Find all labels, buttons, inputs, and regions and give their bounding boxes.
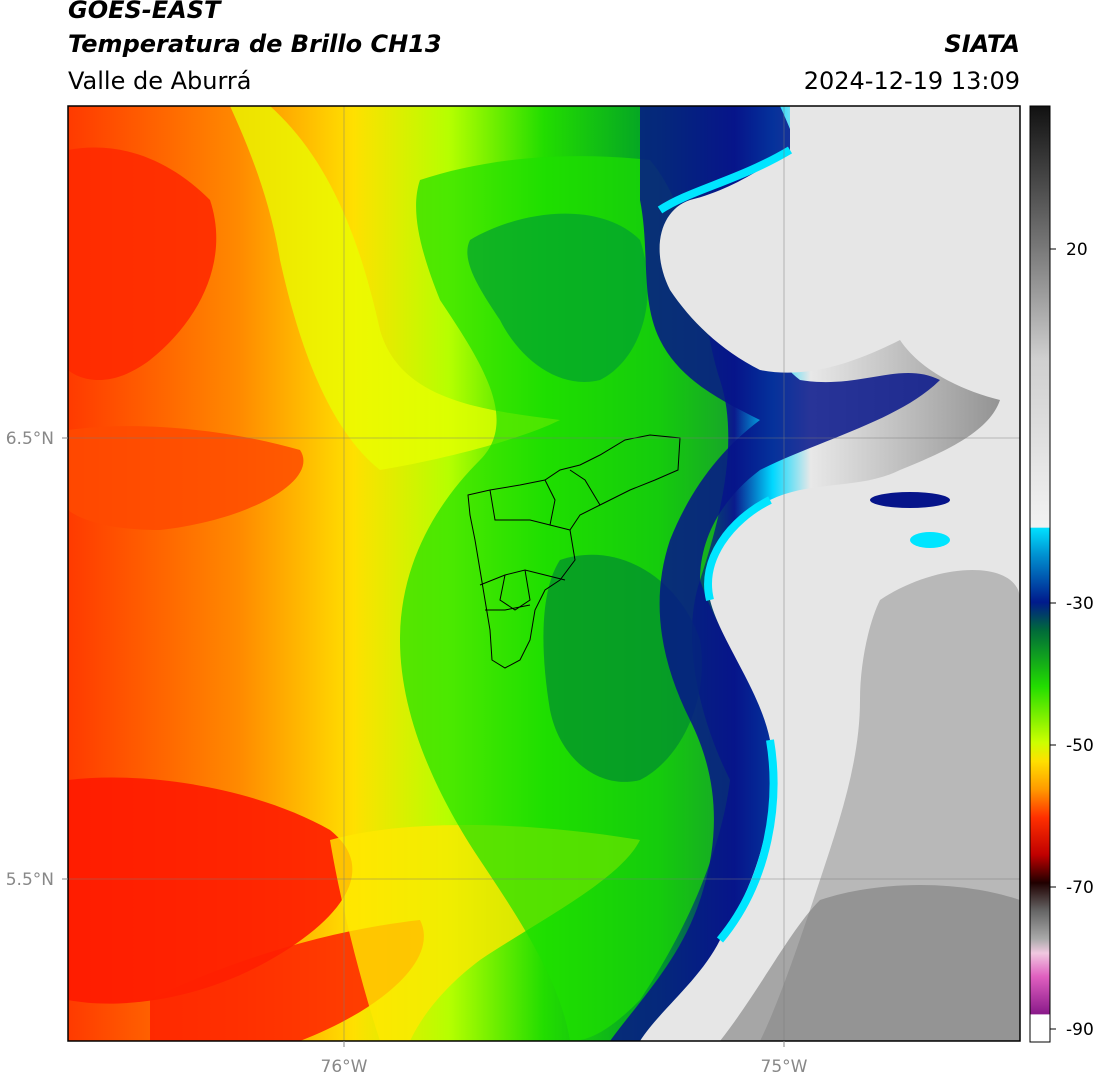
- lon-tick-label: 75°W: [761, 1057, 808, 1077]
- satellite-title: GOES-EAST: [68, 0, 221, 24]
- colorbar: 20 -30 -50 -70 -90: [1029, 105, 1094, 1043]
- colorbar-label: 20: [1066, 240, 1088, 260]
- product-title: Temperatura de Brillo CH13: [68, 30, 442, 58]
- colorbar-label: -90: [1066, 1020, 1094, 1040]
- colorbar-label: -30: [1066, 594, 1094, 614]
- timestamp-label: 2024-12-19 13:09: [803, 67, 1020, 95]
- region-subtitle: Valle de Aburrá: [68, 67, 252, 95]
- map-frame: [67, 105, 1021, 1042]
- map-gridlines: [68, 106, 1020, 1041]
- brightness-temperature-field: [68, 106, 1020, 1041]
- lat-tick-label: 6.5°N: [6, 429, 54, 449]
- lon-tick-label: 76°W: [321, 1057, 368, 1077]
- colorbar-label: -70: [1066, 878, 1094, 898]
- colorbar-ramp: [1029, 105, 1051, 1043]
- aburra-boundaries: [467, 434, 681, 669]
- lat-tick-label: 5.5°N: [6, 870, 54, 890]
- agency-label: SIATA: [944, 30, 1020, 58]
- colorbar-label: -50: [1066, 736, 1094, 756]
